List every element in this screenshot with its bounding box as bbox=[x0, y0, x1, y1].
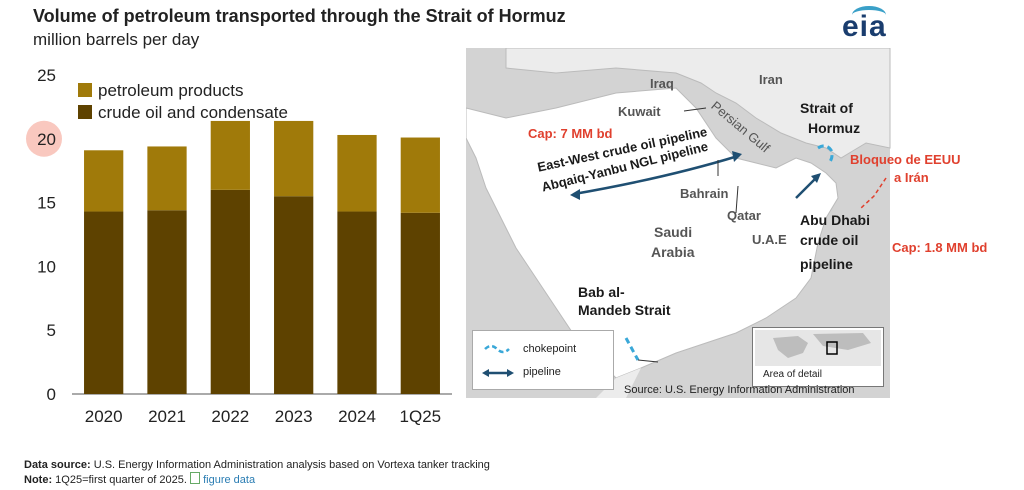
legend-label: petroleum products bbox=[98, 81, 244, 100]
footnotes: Data source: U.S. Energy Information Adm… bbox=[24, 458, 490, 487]
map-land-africa bbox=[596, 368, 641, 398]
tick-highlight-circle bbox=[26, 120, 62, 157]
bar-chart: 0 5 10 15 20 25 2020 2021 2022 2023 2024 1Q25 petrol… bbox=[26, 66, 452, 426]
bar-crude bbox=[147, 210, 187, 394]
label-mandeb-strait: Mandeb Strait bbox=[578, 302, 671, 318]
y-tick-label: 5 bbox=[47, 321, 56, 340]
x-tick-label: 1Q25 bbox=[400, 407, 442, 426]
x-tick-label: 2020 bbox=[85, 407, 123, 426]
chart-title: Volume of petroleum transported through … bbox=[33, 6, 566, 26]
note-text: 1Q25=first quarter of 2025. bbox=[55, 474, 187, 486]
bar-products bbox=[400, 137, 440, 213]
data-source-label: Data source: bbox=[24, 459, 91, 471]
label-uae: U.A.E bbox=[752, 232, 787, 247]
bar-crude bbox=[84, 211, 124, 394]
label-cap-18: Cap: 1.8 MM bd bbox=[892, 240, 988, 255]
spreadsheet-icon[interactable] bbox=[190, 472, 201, 484]
map-land-arabia bbox=[466, 87, 839, 379]
label-crude-oil: crude oil bbox=[800, 232, 859, 248]
legend-pipeline-label: pipeline bbox=[523, 366, 561, 378]
y-tick-label: 25 bbox=[37, 66, 56, 85]
legend-swatch bbox=[78, 83, 92, 97]
label-pipeline: pipeline bbox=[800, 256, 853, 272]
ew-pipeline-arrowhead-left bbox=[570, 189, 580, 200]
bab-chokepoint bbox=[624, 337, 640, 361]
map-source: Source: U.S. Energy Information Administ… bbox=[624, 384, 855, 396]
label-arabia: Arabia bbox=[651, 244, 695, 260]
figure-data-link[interactable]: figure data bbox=[203, 474, 256, 486]
ew-pipeline-arrow bbox=[573, 154, 739, 196]
bar-products bbox=[274, 120, 314, 197]
label-strait-of: Strait of bbox=[800, 100, 853, 116]
ew-pipeline-arrowhead-right bbox=[732, 151, 742, 162]
data-source-text: U.S. Energy Information Administration a… bbox=[93, 459, 490, 471]
map-land-north bbox=[505, 48, 891, 159]
label-bahrain: Bahrain bbox=[680, 186, 729, 201]
bar-products bbox=[337, 134, 377, 212]
note-line: Note: 1Q25=first quarter of 2025. figure… bbox=[24, 472, 490, 487]
y-tick-label: 20 bbox=[37, 130, 56, 149]
label-hormuz: Hormuz bbox=[808, 120, 861, 136]
eia-logo: eia bbox=[842, 10, 887, 43]
x-tick-label: 2023 bbox=[275, 407, 313, 426]
bab-leader bbox=[637, 359, 659, 363]
y-tick-label: 10 bbox=[37, 257, 56, 276]
inset-detail-box bbox=[826, 341, 838, 355]
label-bloqueo: Bloqueo de EEUU bbox=[850, 152, 961, 167]
bar-crude bbox=[400, 212, 440, 394]
legend-chokepoint-label: chokepoint bbox=[523, 343, 577, 355]
map-inset: Area of detail bbox=[752, 327, 884, 387]
legend-label: crude oil and condensate bbox=[98, 103, 288, 122]
qatar-leader bbox=[735, 185, 739, 214]
plot-area bbox=[72, 75, 452, 394]
bar-crude bbox=[337, 211, 377, 394]
data-source-line: Data source: U.S. Energy Information Adm… bbox=[24, 458, 490, 472]
bar-products bbox=[210, 120, 250, 190]
label-bab: Bab al- bbox=[578, 284, 625, 300]
abu-dhabi-arrowhead bbox=[811, 173, 821, 183]
y-tick-label: 15 bbox=[37, 194, 56, 213]
label-iran: Iran bbox=[759, 72, 783, 87]
bar-products bbox=[147, 146, 187, 211]
bar-crude bbox=[274, 196, 314, 394]
bar-crude bbox=[210, 189, 250, 394]
x-tick-label: 2021 bbox=[148, 407, 186, 426]
map-legend: chokepoint pipeline bbox=[472, 330, 614, 390]
kuwait-leader bbox=[683, 107, 707, 112]
eia-logo-arc bbox=[852, 6, 886, 24]
bar-products bbox=[84, 150, 124, 212]
x-tick-label: 2022 bbox=[211, 407, 249, 426]
x-tick-label: 2024 bbox=[338, 407, 376, 426]
label-cap-7: Cap: 7 MM bd bbox=[528, 126, 613, 141]
label-iraq: Iraq bbox=[650, 76, 674, 91]
label-qatar: Qatar bbox=[727, 208, 761, 223]
label-abu-dhabi: Abu Dhabi bbox=[800, 212, 870, 228]
label-kuwait: Kuwait bbox=[618, 104, 661, 119]
note-label: Note: bbox=[24, 474, 53, 486]
blockade-line bbox=[860, 177, 887, 209]
legend-swatch bbox=[78, 105, 92, 119]
inset-label: Area of detail bbox=[763, 369, 822, 380]
hormuz-chokepoint bbox=[817, 144, 834, 166]
label-saudi: Saudi bbox=[654, 224, 693, 240]
chart-subtitle: million barrels per day bbox=[33, 30, 200, 49]
y-tick-label: 0 bbox=[47, 385, 56, 404]
label-a-iran: a Irán bbox=[894, 170, 929, 185]
legend-chokepoint-icon bbox=[484, 344, 510, 354]
